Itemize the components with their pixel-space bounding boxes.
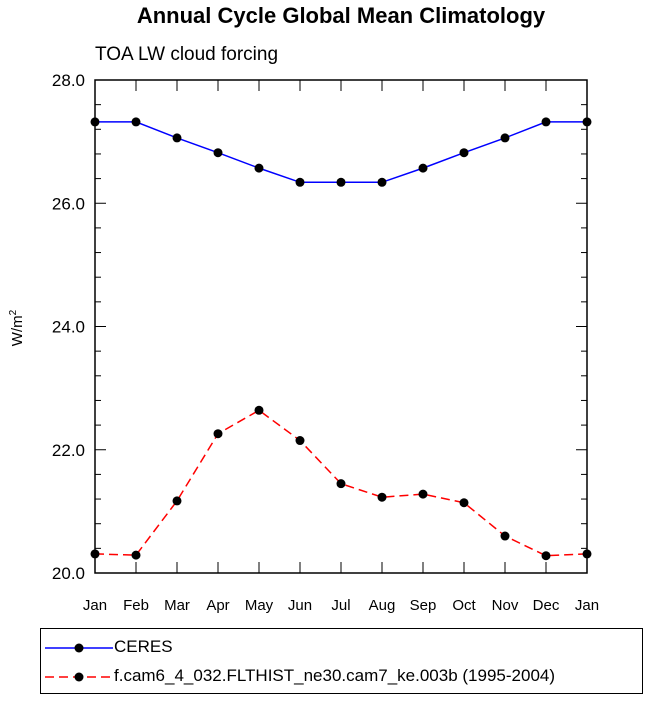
x-tick-label: May xyxy=(245,597,274,614)
data-point-model xyxy=(90,549,100,559)
data-point-model xyxy=(131,550,141,560)
x-tick-label: Apr xyxy=(206,597,229,614)
y-tick-label: 28.0 xyxy=(52,71,85,90)
data-point-ceres xyxy=(377,177,387,187)
chart-subtitle: TOA LW cloud forcing xyxy=(95,44,278,65)
y-axis-label-base: W/m xyxy=(9,315,26,346)
x-tick-label: Jun xyxy=(288,597,312,614)
data-point-model xyxy=(582,549,592,559)
data-point-model xyxy=(500,531,510,541)
data-point-model xyxy=(541,551,551,561)
legend-swatch-model xyxy=(45,672,113,682)
data-point-ceres xyxy=(131,117,141,127)
legend-entry-model: f.cam6_4_032.FLTHIST_ne30.cam7_ke.003b (… xyxy=(41,664,642,690)
legend-swatch-ceres xyxy=(45,643,113,653)
data-point-ceres xyxy=(336,177,346,187)
x-tick-label: Oct xyxy=(452,597,476,614)
data-point-model xyxy=(459,498,469,508)
y-axis-label: W/m2 xyxy=(8,309,26,346)
data-point-ceres xyxy=(418,163,428,173)
data-point-ceres xyxy=(172,133,182,143)
x-tick-label: Aug xyxy=(369,597,396,614)
data-point-model xyxy=(418,489,428,499)
data-point-ceres xyxy=(254,163,264,173)
x-tick-label: Nov xyxy=(492,597,519,614)
data-point-ceres xyxy=(295,177,305,187)
x-tick-label: Feb xyxy=(123,597,149,614)
y-tick-label: 22.0 xyxy=(52,441,85,460)
data-point-model xyxy=(254,405,264,415)
data-point-model xyxy=(172,496,182,506)
plot-area xyxy=(94,79,588,574)
legend-label-ceres: CERES xyxy=(114,637,173,656)
x-tick-label: Dec xyxy=(533,597,560,614)
y-axis-label-superscript: 2 xyxy=(8,309,19,315)
x-tick-label: Mar xyxy=(164,597,190,614)
data-point-model xyxy=(377,492,387,502)
x-tick-label: Sep xyxy=(410,597,437,614)
x-tick-label: Jan xyxy=(575,597,599,614)
tick-labels: 20.0 22.0 24.0 26.0 28.0 Jan Feb Mar Apr May Jun Ju… xyxy=(52,71,599,614)
data-point-ceres xyxy=(582,117,592,127)
legend: CERES f.cam6_4_032.FLTHIST_ne30.cam7_ke.… xyxy=(40,628,643,694)
data-point-ceres xyxy=(213,148,223,158)
legend-label-model: f.cam6_4_032.FLTHIST_ne30.cam7_ke.003b (… xyxy=(114,666,556,685)
data-point-ceres xyxy=(90,117,100,127)
series-line-ceres xyxy=(95,121,587,184)
data-point-ceres xyxy=(459,148,469,158)
data-point-model xyxy=(295,436,305,446)
data-point-ceres xyxy=(541,117,551,127)
x-tick-label: Jul xyxy=(331,597,350,614)
data-point-model xyxy=(213,429,223,439)
y-tick-label: 26.0 xyxy=(52,194,85,213)
data-point-model xyxy=(336,479,346,489)
plot-frame xyxy=(94,79,588,574)
x-tick-label: Jan xyxy=(83,597,107,614)
y-tick-label: 20.0 xyxy=(52,564,85,583)
data-point-ceres xyxy=(500,133,510,143)
legend-entry-ceres: CERES xyxy=(41,635,642,661)
y-tick-label: 24.0 xyxy=(52,318,85,337)
chart-title: Annual Cycle Global Mean Climatology xyxy=(137,3,546,28)
series-layer xyxy=(90,117,592,561)
